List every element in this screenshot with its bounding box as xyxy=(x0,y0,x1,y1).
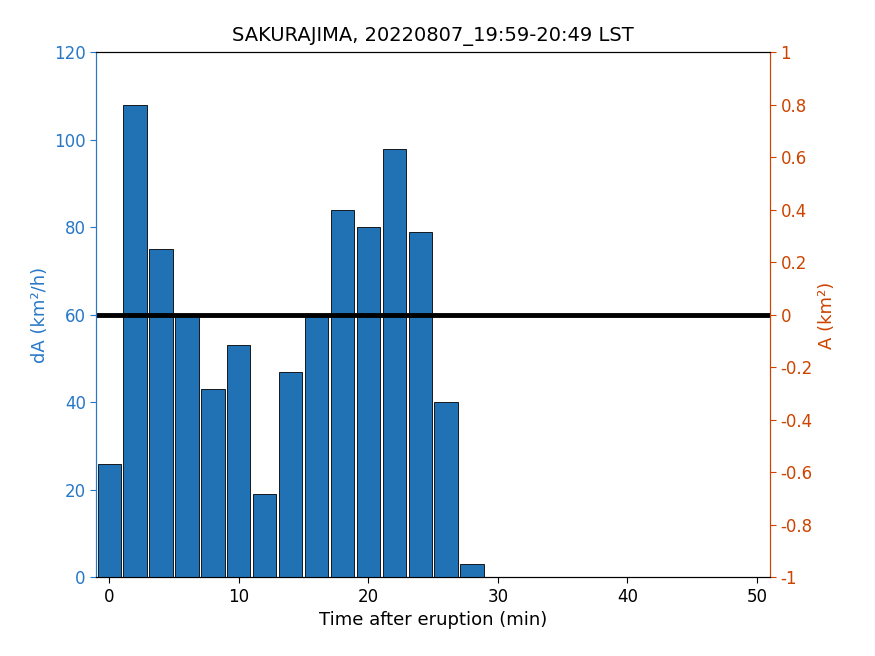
Bar xyxy=(434,402,458,577)
Bar xyxy=(304,315,328,577)
Bar xyxy=(97,464,121,577)
Bar xyxy=(228,346,250,577)
Bar xyxy=(460,564,484,577)
Y-axis label: A (km²): A (km²) xyxy=(818,281,836,348)
Bar xyxy=(279,372,302,577)
Bar xyxy=(123,105,147,577)
Bar xyxy=(409,232,432,577)
Bar xyxy=(175,315,199,577)
Bar xyxy=(201,389,225,577)
Bar xyxy=(357,228,380,577)
Bar xyxy=(382,149,406,577)
Bar xyxy=(331,210,354,577)
Title: SAKURAJIMA, 20220807_19:59-20:49 LST: SAKURAJIMA, 20220807_19:59-20:49 LST xyxy=(232,28,634,47)
Bar xyxy=(253,494,276,577)
Bar xyxy=(150,249,172,577)
X-axis label: Time after eruption (min): Time after eruption (min) xyxy=(319,611,547,629)
Y-axis label: dA (km²/h): dA (km²/h) xyxy=(31,267,48,363)
